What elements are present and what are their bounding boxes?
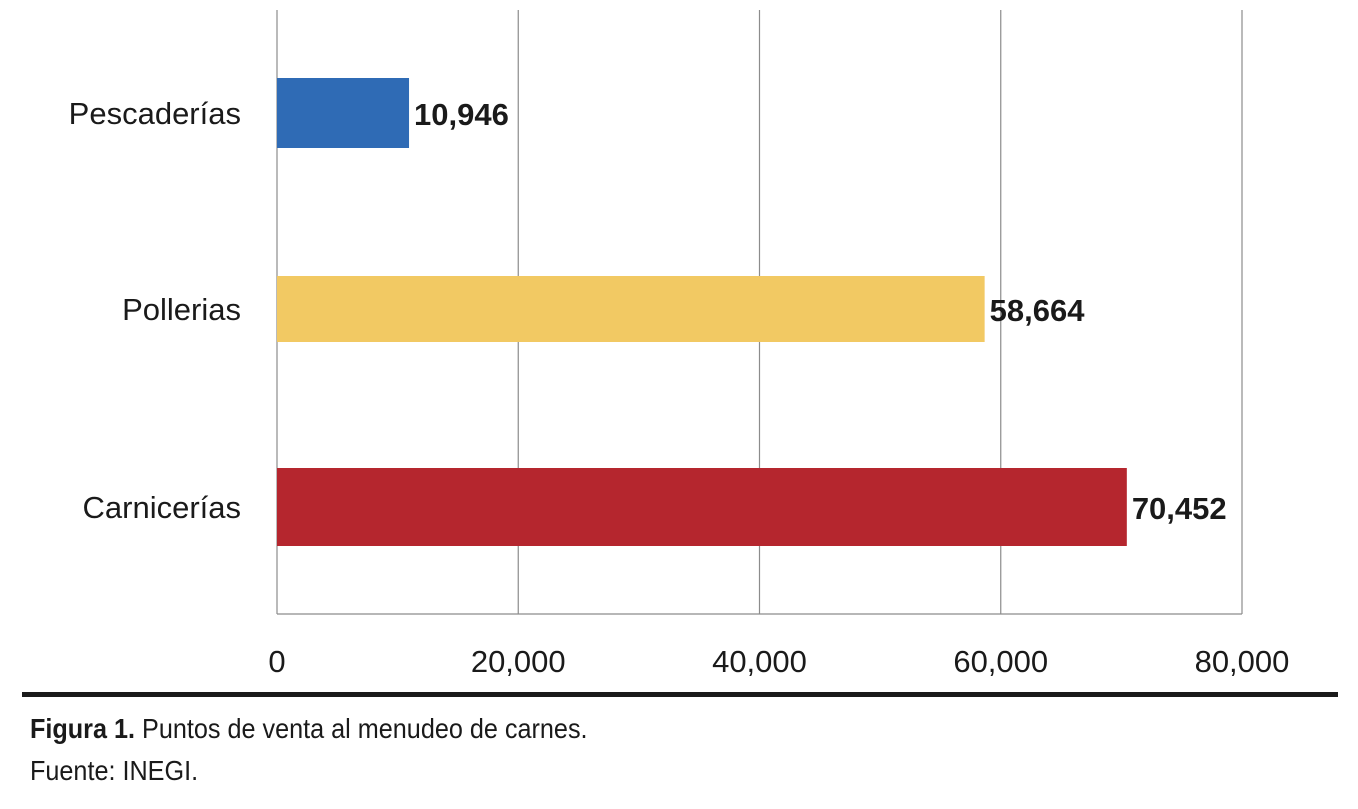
bar	[277, 78, 410, 148]
x-tick-label: 0	[268, 644, 285, 679]
caption-title-line: Figura 1. Puntos de venta al menudeo de …	[30, 708, 588, 750]
caption-text: Puntos de venta al menudeo de carnes.	[142, 713, 588, 744]
x-tick-label: 80,000	[1195, 644, 1290, 679]
bar-chart: 0 20,000 40,000 60,000 80,000 Pescaderías 10,9…	[69, 10, 1290, 679]
value-label: 10,946	[414, 97, 509, 132]
x-tick-label: 60,000	[953, 644, 1048, 679]
category-label: Carnicerías	[83, 490, 242, 525]
caption-divider	[22, 692, 1338, 697]
value-label: 70,452	[1132, 491, 1227, 526]
bars	[277, 78, 1127, 546]
value-label: 58,664	[990, 293, 1086, 328]
caption-source: Fuente: INEGI.	[30, 755, 199, 786]
x-tick-label: 20,000	[471, 644, 566, 679]
x-tick-label: 40,000	[712, 644, 807, 679]
labels: 0 20,000 40,000 60,000 80,000 Pescaderías 10,9…	[69, 96, 1290, 679]
category-label: Pescaderías	[69, 96, 241, 131]
bar	[277, 468, 1127, 546]
figure-caption: Figura 1. Puntos de venta al menudeo de …	[30, 708, 588, 792]
bar	[277, 276, 985, 342]
category-label: Pollerias	[122, 292, 241, 327]
figure-label: Figura 1.	[30, 713, 136, 744]
